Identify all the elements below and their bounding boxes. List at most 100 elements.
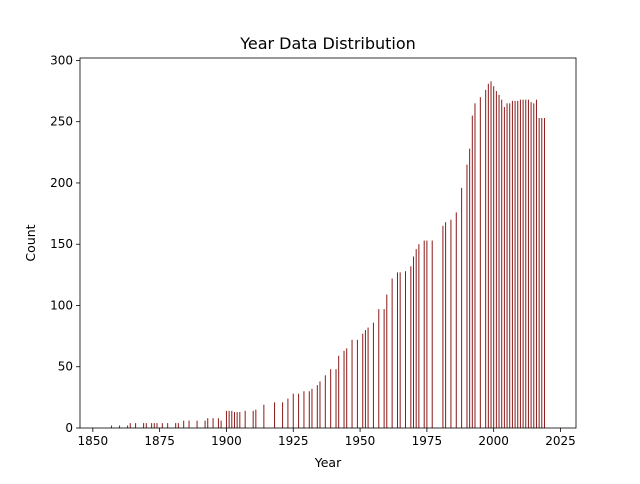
bar-1931: [308, 391, 310, 428]
bar-1918: [274, 402, 276, 428]
bar-2009: [517, 100, 519, 428]
bar-1892: [204, 420, 206, 428]
x-tick-label: 1900: [211, 434, 242, 448]
plot-frame: [79, 57, 577, 429]
bar-1881: [175, 423, 177, 428]
bar-1900: [225, 410, 227, 428]
bar-1878: [167, 423, 169, 428]
bar-2010: [519, 99, 521, 428]
bar-1870: [145, 423, 147, 428]
bar-1955: [372, 322, 374, 428]
bar-1982: [445, 222, 447, 428]
bar-2003: [501, 99, 503, 428]
y-tick-label: 100: [50, 298, 73, 312]
bar-1898: [220, 420, 222, 428]
bar-1964: [396, 272, 398, 428]
bar-1981: [442, 225, 444, 428]
bar-1942: [338, 355, 340, 428]
bar-1863: [127, 425, 129, 428]
y-axis-label: Count: [23, 224, 38, 261]
bar-1970: [413, 256, 415, 428]
bar-1998: [487, 83, 489, 428]
bar-1969: [410, 266, 412, 428]
bar-2012: [525, 99, 527, 428]
bar-1993: [474, 103, 476, 428]
bar-2018: [541, 118, 543, 428]
bar-2015: [533, 103, 535, 428]
bar-series: [111, 81, 545, 429]
bar-1941: [335, 369, 337, 428]
bar-2013: [527, 99, 529, 428]
bar-1874: [156, 423, 158, 428]
bar-1984: [450, 219, 452, 428]
bar-1923: [287, 398, 289, 428]
bar-1935: [319, 381, 321, 428]
bar-1947: [351, 339, 353, 428]
bar-1910: [252, 410, 254, 428]
bar-2016: [535, 99, 537, 428]
bar-1897: [217, 418, 219, 428]
bar-2000: [493, 86, 495, 429]
bar-1975: [426, 240, 428, 428]
x-tick-label: 1950: [345, 434, 376, 448]
bar-1866: [135, 423, 137, 428]
bar-1977: [431, 240, 433, 428]
x-tick-label: 1875: [144, 434, 175, 448]
bar-2004: [503, 107, 505, 428]
y-tick-label: 250: [50, 115, 73, 129]
bar-1952: [364, 329, 366, 428]
bar-1873: [153, 423, 155, 428]
bar-2001: [495, 91, 497, 428]
bar-1907: [244, 410, 246, 428]
bar-1999: [490, 81, 492, 428]
bar-1949: [356, 339, 358, 428]
bar-1992: [471, 115, 473, 428]
y-tick-label: 50: [58, 360, 73, 374]
x-tick-label: 1975: [412, 434, 443, 448]
bar-1911: [255, 409, 257, 428]
bar-1939: [330, 369, 332, 428]
bar-1869: [143, 423, 145, 428]
bar-1932: [311, 388, 313, 428]
bar-1959: [383, 309, 385, 428]
bar-1945: [346, 348, 348, 428]
bar-1971: [415, 249, 417, 428]
bar-2011: [522, 99, 524, 428]
bar-1934: [316, 385, 318, 428]
bar-1893: [207, 418, 209, 428]
bar-1991: [469, 148, 471, 428]
bar-2017: [538, 118, 540, 428]
y-tick-label: 300: [50, 53, 73, 67]
bar-1904: [236, 412, 238, 428]
x-tick-label: 1925: [278, 434, 309, 448]
bar-1997: [485, 89, 487, 428]
bar-2008: [514, 100, 516, 428]
bar-1972: [418, 244, 420, 428]
bar-1965: [399, 272, 401, 428]
bar-1914: [263, 404, 265, 428]
bar-2007: [511, 100, 513, 428]
bar-2005: [506, 103, 508, 428]
bar-1872: [151, 423, 153, 428]
bar-1951: [362, 333, 364, 428]
bar-1925: [292, 393, 294, 428]
bar-1905: [239, 412, 241, 428]
chart-title: Year Data Distribution: [239, 34, 416, 53]
bar-1882: [177, 423, 179, 428]
y-axis-ticks: 0 50 100 150 200 250 300: [50, 53, 80, 435]
bar-1876: [161, 423, 163, 428]
x-axis-label: Year: [314, 455, 342, 470]
bar-1929: [303, 391, 305, 428]
bar-1927: [298, 393, 300, 428]
x-tick-label: 2025: [545, 434, 576, 448]
bar-1895: [212, 418, 214, 428]
bar-2014: [530, 102, 532, 429]
bar-1864: [129, 423, 131, 428]
bar-1953: [367, 327, 369, 428]
x-tick-label: 2000: [478, 434, 509, 448]
bar-1995: [479, 97, 481, 429]
bar-1901: [228, 410, 230, 428]
bar-1860: [119, 425, 121, 428]
